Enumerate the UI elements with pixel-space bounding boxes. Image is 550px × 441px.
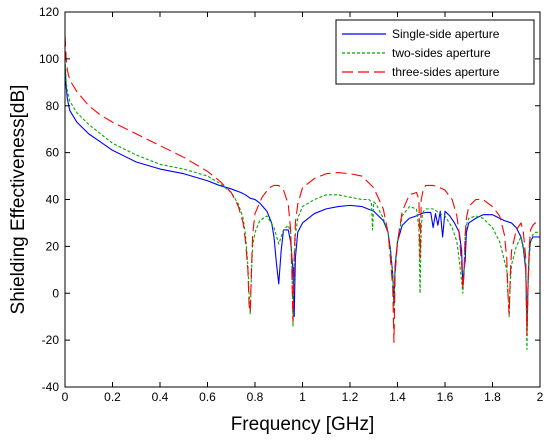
x-tick-label: 1.8 [484, 390, 501, 404]
axis-tick-labels: 0 0.2 0.4 0.6 0.8 1 1.2 1.4 1.6 1.8 2 -40 -20 0 20 40 60… [39, 5, 544, 404]
y-tick-label: 0 [52, 286, 59, 300]
x-tick-label: 0 [62, 390, 69, 404]
x-tick-label: 1.4 [389, 390, 406, 404]
x-tick-label: 1 [299, 390, 306, 404]
y-tick-label: 100 [39, 52, 59, 66]
axis-ticks [64, 11, 541, 388]
legend-box [335, 19, 535, 85]
legend-label-single-side: Single-side aperture [392, 27, 500, 41]
x-tick-label: 1.6 [437, 390, 454, 404]
legend-label-two-sides: two-sides aperture [392, 46, 491, 60]
y-tick-label: 60 [46, 146, 60, 160]
x-tick-label: 2 [537, 390, 544, 404]
y-tick-label: -40 [42, 380, 60, 394]
y-axis-label: Shielding Effectiveness[dB] [8, 85, 29, 315]
series-line-2 [64, 35, 540, 344]
x-tick-label: 0.4 [152, 390, 169, 404]
legend-label-three-sides: three-sides aperture [392, 65, 500, 79]
x-tick-label: 1.2 [342, 390, 359, 404]
x-tick-label: 0.2 [104, 390, 121, 404]
y-tick-label: 120 [39, 5, 59, 19]
series-line-0 [64, 65, 540, 329]
y-tick-label: -20 [42, 333, 60, 347]
legend: Single-side aperture two-sides aperture … [335, 19, 535, 85]
x-tick-label: 0.8 [247, 390, 264, 404]
x-axis-label: Frequency [GHz] [231, 414, 375, 435]
y-tick-label: 40 [46, 193, 60, 207]
x-tick-label: 0.6 [199, 390, 216, 404]
y-tick-label: 20 [46, 239, 60, 253]
plot-lines [64, 35, 540, 351]
series-line-1 [64, 58, 540, 351]
y-tick-label: 80 [46, 99, 60, 113]
